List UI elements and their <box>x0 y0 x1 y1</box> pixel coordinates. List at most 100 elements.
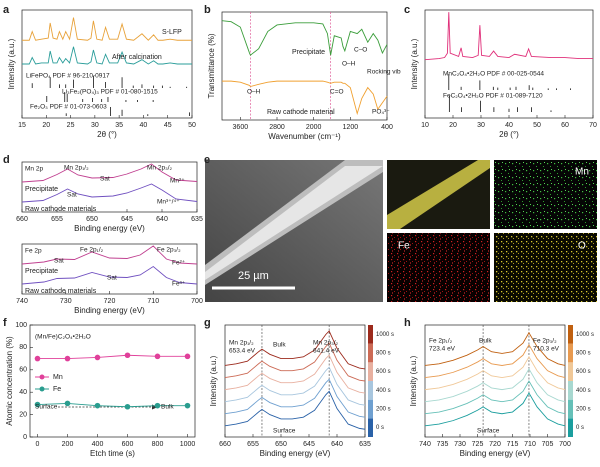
x-tick-label: 650 <box>275 441 287 448</box>
y-tick-label: 40 <box>19 389 27 396</box>
series-line <box>424 392 566 427</box>
chart: 0 200 400 600 800 1000 0 20 40 60 80 100 Etch time (… <box>5 322 195 458</box>
chart: 10 20 30 40 50 60 70 2θ (°) Intensity (a.u.) MnC₂… <box>410 9 597 139</box>
series-line <box>424 368 566 403</box>
x-axis-label: Binding energy (eV) <box>460 449 531 458</box>
annotation: Fe 2p <box>25 248 42 255</box>
map-label: Fe <box>398 241 410 252</box>
map-label: O <box>578 241 586 252</box>
colorbar-label: 800 s <box>376 351 391 357</box>
reference-label: FeC₂O₄•2H₂O PDF # 01-089-7120 <box>443 93 543 100</box>
x-tick-label: 740 <box>419 441 431 448</box>
plot-frame <box>29 324 196 438</box>
annotation: Mn 2p₃/₂ <box>313 340 339 347</box>
colorbar-label: 400 s <box>376 388 391 394</box>
series-line <box>37 402 188 408</box>
scale-bar-label: 25 µm <box>238 270 269 282</box>
x-tick-label: 800 <box>152 441 164 448</box>
panel-label: f <box>3 317 7 329</box>
colorbar-swatch <box>368 418 373 437</box>
legend-marker <box>39 386 45 392</box>
annotation: Bulk <box>273 342 286 349</box>
annotation: 641.4 eV <box>313 348 340 355</box>
colorbar-swatch <box>368 362 373 381</box>
series-line <box>21 163 198 183</box>
series-label: Precipitate <box>292 49 325 56</box>
y-tick-label: 60 <box>19 367 27 374</box>
colorbar-swatch <box>568 362 573 381</box>
annotation: 710.3 eV <box>533 346 560 353</box>
x-tick-label: 635 <box>191 216 203 223</box>
chart: 660 655 650 645 640 635 Binding energy (eV) Int… <box>209 324 394 458</box>
point <box>184 402 191 409</box>
chart: 660 655 650 645 640 635 Binding energy (eV) Pre… <box>16 161 203 233</box>
panel-e: 25 µm Mn Fe O <box>205 160 597 302</box>
x-tick-label: 640 <box>156 216 168 223</box>
x-tick-label: 20 <box>449 122 457 129</box>
point <box>94 354 101 361</box>
panel-label: c <box>404 4 410 16</box>
panel-label: b <box>204 4 211 16</box>
y-axis-label: Intensity (a.u.) <box>209 355 218 406</box>
colorbar-label: 0 s <box>576 425 584 431</box>
x-tick-label: 645 <box>303 441 315 448</box>
x-tick-label: 30 <box>91 122 99 129</box>
series-line <box>224 378 366 418</box>
annotation: C–O <box>354 47 367 54</box>
x-tick-label: 15 <box>18 122 26 129</box>
x-tick-label: 200 <box>62 441 74 448</box>
reference-label: LiFePO₄ PDF # 96-210-0917 <box>26 73 110 80</box>
eds-rod <box>387 160 490 229</box>
x-tick-label: 650 <box>86 216 98 223</box>
annotation: Mn²⁺ <box>170 178 185 185</box>
colorbar-label: 1000 s <box>376 332 394 338</box>
panel-label: e <box>204 154 210 166</box>
annotation: (Mn/Fe)C₂O₄•2H₂O <box>35 334 91 341</box>
colorbar-swatch <box>368 325 373 344</box>
x-tick-label: 25 <box>67 122 75 129</box>
annotation: Sat <box>107 275 117 282</box>
annotation: Fe²⁺ <box>172 260 186 267</box>
x-tick-label: 1000 <box>180 441 196 448</box>
x-tick-label: 60 <box>561 122 569 129</box>
eds-map-mn <box>494 160 597 229</box>
point <box>184 353 191 360</box>
series-label: Raw cathode material <box>267 109 335 116</box>
colorbar-label: 1000 s <box>576 332 594 338</box>
x-tick-label: 400 <box>381 124 393 131</box>
series-line <box>22 46 192 65</box>
panel-label: d <box>3 154 10 166</box>
series-label: Raw cathode materials <box>25 206 97 213</box>
x-axis-label: 2θ (°) <box>499 130 519 139</box>
x-tick-label: 640 <box>331 441 343 448</box>
x-axis-label: Binding energy (eV) <box>74 224 145 233</box>
annotation: Mn 2p₃/₂ <box>147 165 173 172</box>
annotation: C=O <box>330 89 344 96</box>
reference-label: MnC₂O₄•2H₂O PDF # 00-025-0544 <box>443 71 544 78</box>
colorbar-swatch <box>368 381 373 400</box>
x-tick-label: 50 <box>188 122 196 129</box>
annotation: Surface <box>273 428 296 435</box>
x-tick-label: 700 <box>191 298 203 305</box>
plot-frame <box>221 11 388 121</box>
chart: 15 20 25 30 35 40 45 50 2θ (°) Intensity (a.u.) S-… <box>7 9 196 139</box>
x-tick-label: 50 <box>533 122 541 129</box>
y-axis-label: Intensity (a.u.) <box>410 38 419 89</box>
chart: 3600 2800 2000 1200 400 Wavenumber (cm⁻¹) Tran… <box>207 11 401 141</box>
annotation: Surface <box>35 404 58 411</box>
reference-label: Li₃Fe₂(PO₄)₃ PDF # 01-080-1515 <box>62 89 158 96</box>
series-line <box>21 245 198 265</box>
x-tick-label: 1200 <box>343 124 359 131</box>
y-axis-label: Intensity (a.u.) <box>7 38 16 89</box>
series-label: After calcination <box>112 54 162 61</box>
series-label: S-LFP <box>162 29 182 36</box>
series-line <box>222 80 388 116</box>
x-tick-label: 10 <box>421 122 429 129</box>
series-line <box>224 342 366 382</box>
panel-label: g <box>204 317 211 329</box>
point <box>154 353 161 360</box>
annotation: Sat <box>67 192 77 199</box>
x-tick-label: 2800 <box>269 124 285 131</box>
colorbar-label: 200 s <box>576 407 591 413</box>
x-tick-label: 655 <box>51 216 63 223</box>
